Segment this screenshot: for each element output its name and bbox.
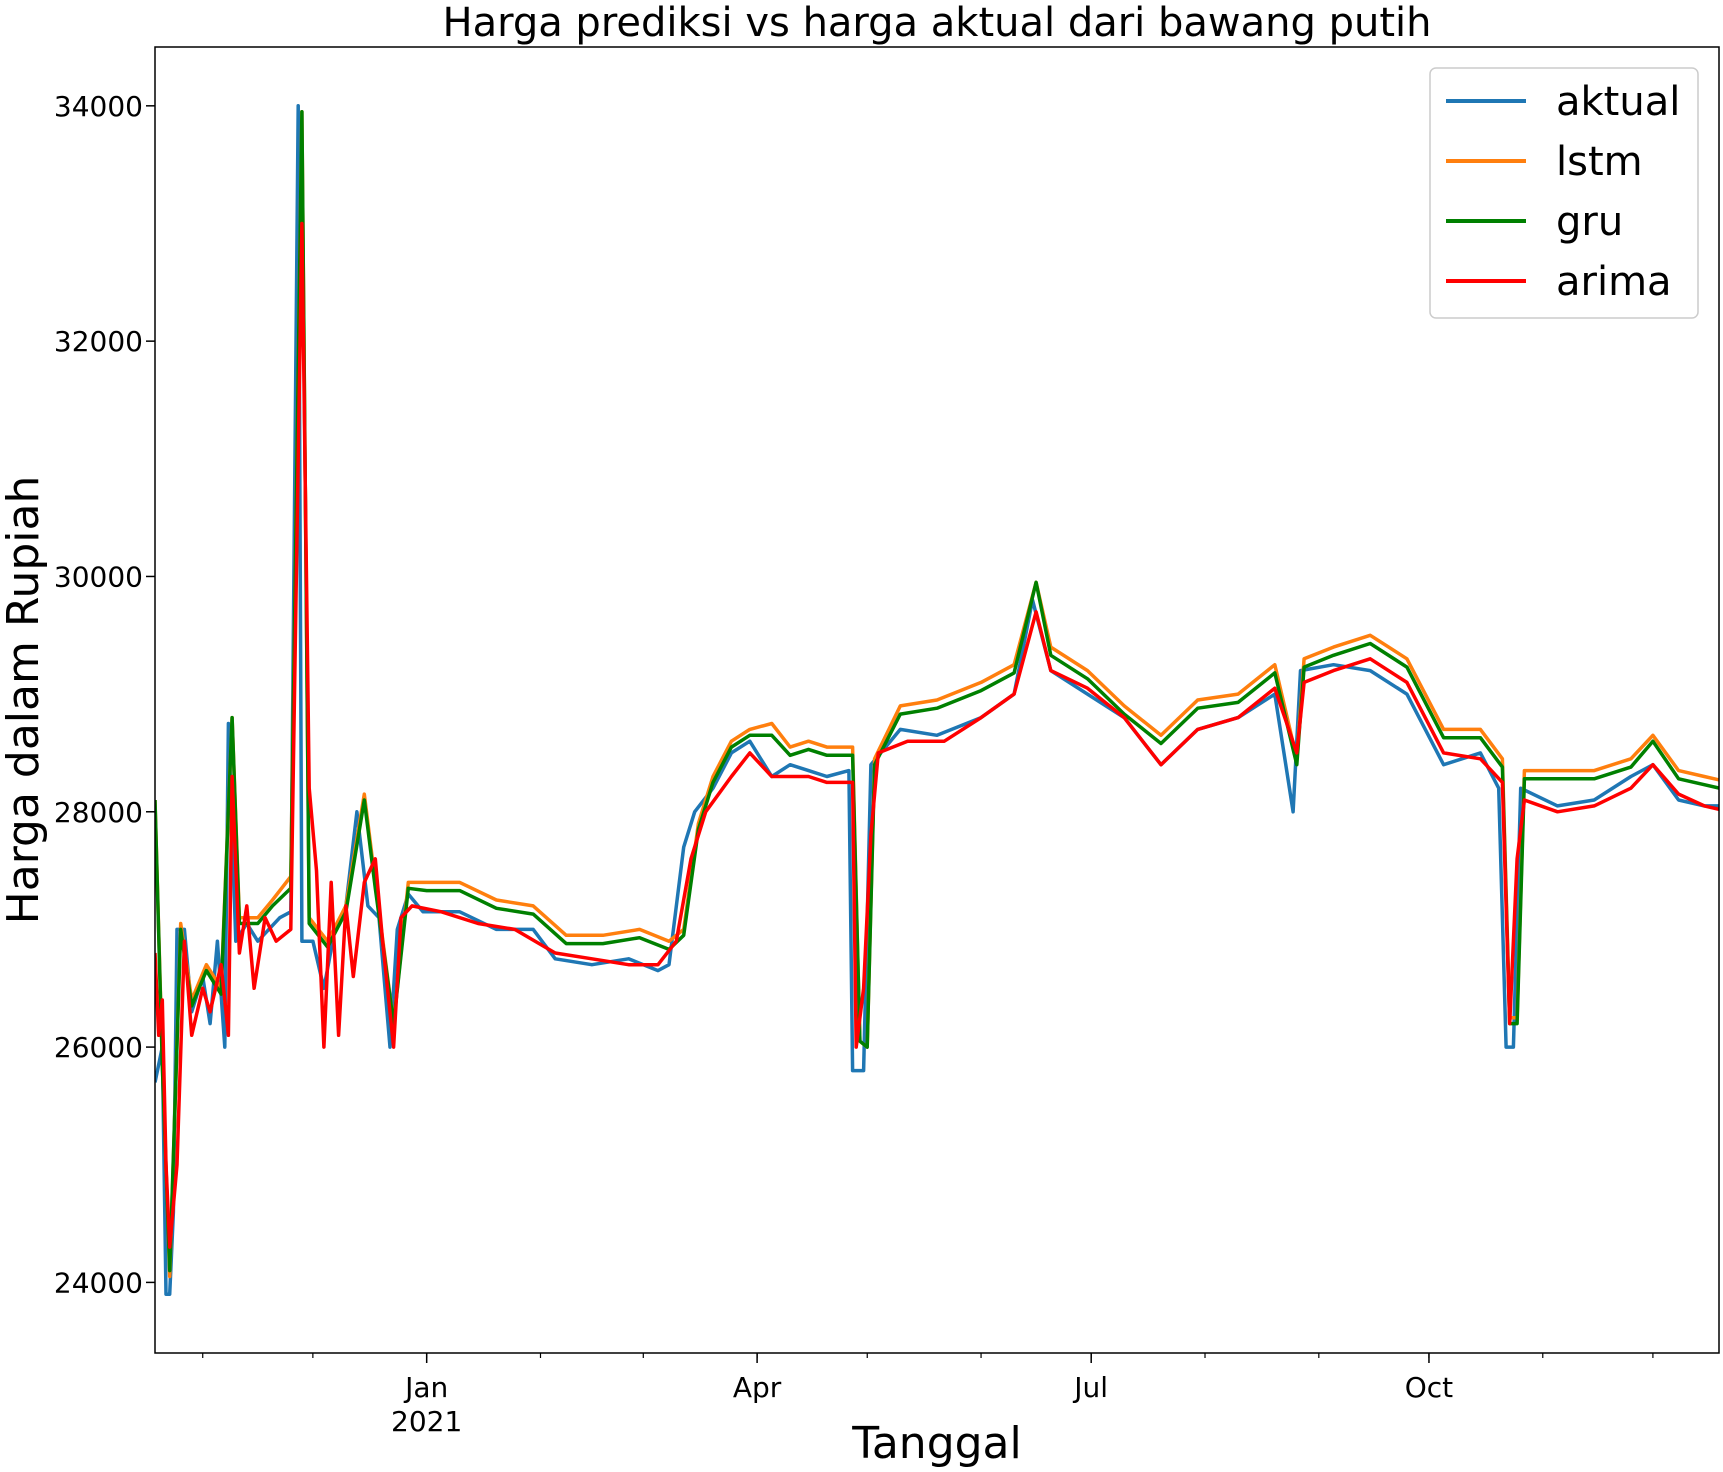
x-axis-label: Tanggal (851, 1418, 1022, 1469)
x-tick-label: Jul (1072, 1371, 1108, 1404)
y-axis-label: Harga dalam Rupiah (0, 476, 49, 925)
y-tick-label: 28000 (54, 796, 143, 829)
y-tick-label: 34000 (54, 90, 143, 123)
legend-label-gru: gru (1556, 199, 1623, 245)
series-line-aktual (155, 104, 1719, 1296)
chart-title: Harga prediksi vs harga aktual dari bawa… (442, 0, 1431, 46)
legend-box (1429, 67, 1699, 319)
legend-label-lstm: lstm (1556, 139, 1643, 185)
plot-frame (154, 46, 1720, 1354)
y-tick-label: 26000 (54, 1031, 143, 1064)
x-tick-sublabel: 2021 (391, 1405, 462, 1438)
series-layer (155, 104, 1719, 1296)
legend: aktual lstm gru arima (1429, 67, 1699, 319)
x-tick-label: Jan (403, 1371, 448, 1404)
x-tick-label: Apr (733, 1371, 782, 1404)
series-line-arima (155, 221, 1719, 1249)
y-tick-label: 30000 (54, 560, 143, 593)
y-tick-label: 32000 (54, 325, 143, 358)
legend-label-arima: arima (1556, 259, 1672, 305)
y-axis: 24000 26000 28000 30000 32000 34000 (54, 90, 155, 1299)
y-tick-label: 24000 (54, 1266, 143, 1299)
x-tick-label: Oct (1405, 1371, 1453, 1404)
legend-label-aktual: aktual (1556, 79, 1680, 125)
